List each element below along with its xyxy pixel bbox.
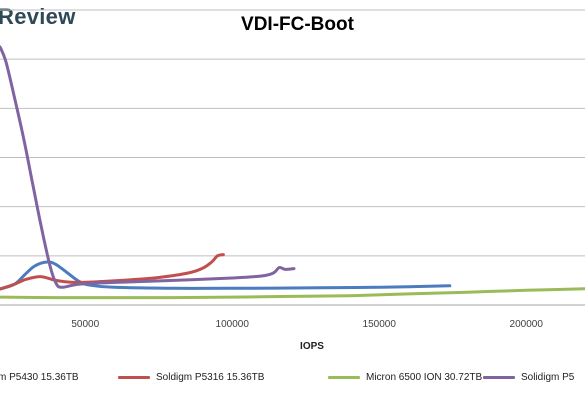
x-tick-label: 150000 xyxy=(363,319,397,330)
x-tick-label: 100000 xyxy=(216,319,250,330)
legend-swatch xyxy=(483,376,515,379)
legend-label: Micron 6500 ION 30.72TB xyxy=(366,372,483,383)
chart-title: VDI-FC-Boot xyxy=(241,14,354,35)
legend-swatch xyxy=(328,376,360,379)
series-line xyxy=(0,287,585,300)
x-tick-label: 50000 xyxy=(71,319,99,330)
legend-item: Solidigm P5 xyxy=(483,372,574,383)
x-tick-label: 200000 xyxy=(510,319,544,330)
brand-logo-text: Review xyxy=(0,4,76,29)
gridlines xyxy=(0,9,585,306)
series-line xyxy=(0,253,225,291)
legend-item: m P5430 15.36TB xyxy=(0,372,79,383)
series-line xyxy=(0,45,296,289)
legend-label: m P5430 15.36TB xyxy=(0,372,79,383)
x-tick-labels: 50000 100000 150000 200000 xyxy=(71,319,543,330)
legend-item: Micron 6500 ION 30.72TB xyxy=(328,372,482,383)
legend-item: Soldigm P5316 15.36TB xyxy=(118,372,264,383)
legend-swatch xyxy=(118,376,150,379)
legend-label: Soldigm P5316 15.36TB xyxy=(156,372,265,383)
legend: m P5430 15.36TB Soldigm P5316 15.36TB Mi… xyxy=(0,372,585,388)
legend-label: Solidigm P5 xyxy=(521,372,575,383)
x-axis-label: IOPS xyxy=(300,341,324,352)
series-lines xyxy=(0,45,585,300)
